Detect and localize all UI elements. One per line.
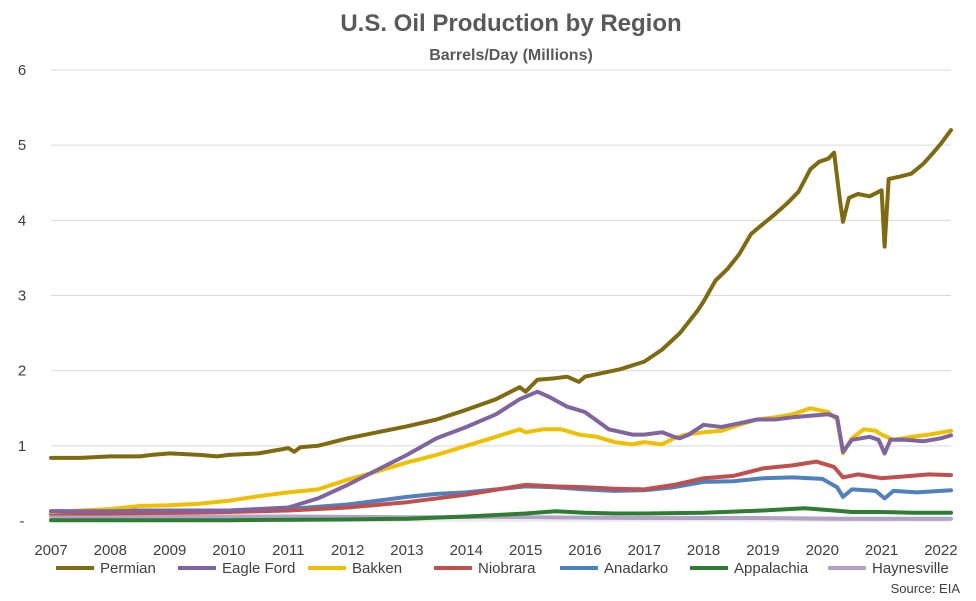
y-tick-label: -	[20, 513, 25, 530]
x-tick-label: 2018	[687, 542, 720, 559]
x-tick-label: 2015	[509, 542, 542, 559]
x-tick-label: 2014	[450, 542, 483, 559]
legend-label: Eagle Ford	[222, 560, 295, 577]
x-tick-label: 2020	[806, 542, 839, 559]
legend: Permian Eagle Ford Bakken Niobrara Anadarko A…	[56, 560, 949, 577]
y-tick-label: 2	[18, 363, 26, 380]
y-tick-label: 4	[18, 212, 26, 229]
y-tick-label: 1	[18, 438, 26, 455]
x-tick-label: 2019	[746, 542, 779, 559]
x-tick-label: 2008	[94, 542, 127, 559]
y-tick-label: 3	[18, 288, 26, 305]
series-line-appalachia	[49, 506, 953, 523]
x-tick-label: 2021	[865, 542, 898, 559]
y-tick-label: 5	[18, 137, 26, 154]
x-tick-label: 2010	[212, 542, 245, 559]
x-tick-label: 2016	[568, 542, 601, 559]
x-tick-label: 2011	[272, 542, 304, 559]
series-line-eagle-ford	[49, 389, 953, 514]
series-line-haynesville	[49, 514, 953, 521]
legend-label: Niobrara	[478, 560, 536, 577]
x-tick-label: 2017	[628, 542, 661, 559]
x-axis-tick-labels: 2007 2008 2009 2010 2011 2012 2013 2014 2015 2016…	[34, 542, 957, 559]
series-line-niobrara	[49, 459, 953, 516]
chart-subtitle: Barrels/Day (Millions)	[429, 47, 593, 64]
x-tick-label: 2022	[924, 542, 957, 559]
legend-label: Haynesville	[872, 560, 949, 577]
source-note: Source: EIA	[891, 581, 961, 596]
series-line-permian	[49, 128, 953, 460]
x-tick-label: 2012	[331, 542, 364, 559]
legend-label: Bakken	[352, 560, 402, 577]
chart-title: U.S. Oil Production by Region	[340, 10, 681, 37]
y-tick-label: 6	[18, 62, 26, 79]
legend-label: Appalachia	[734, 560, 809, 577]
series-lines	[49, 128, 953, 523]
legend-label: Anadarko	[604, 560, 668, 577]
x-tick-label: 2009	[153, 542, 186, 559]
y-axis-tick-labels: - 1 2 3 4 5 6	[18, 62, 26, 530]
x-tick-label: 2013	[390, 542, 423, 559]
legend-label: Permian	[100, 560, 156, 577]
x-tick-label: 2007	[34, 542, 67, 559]
